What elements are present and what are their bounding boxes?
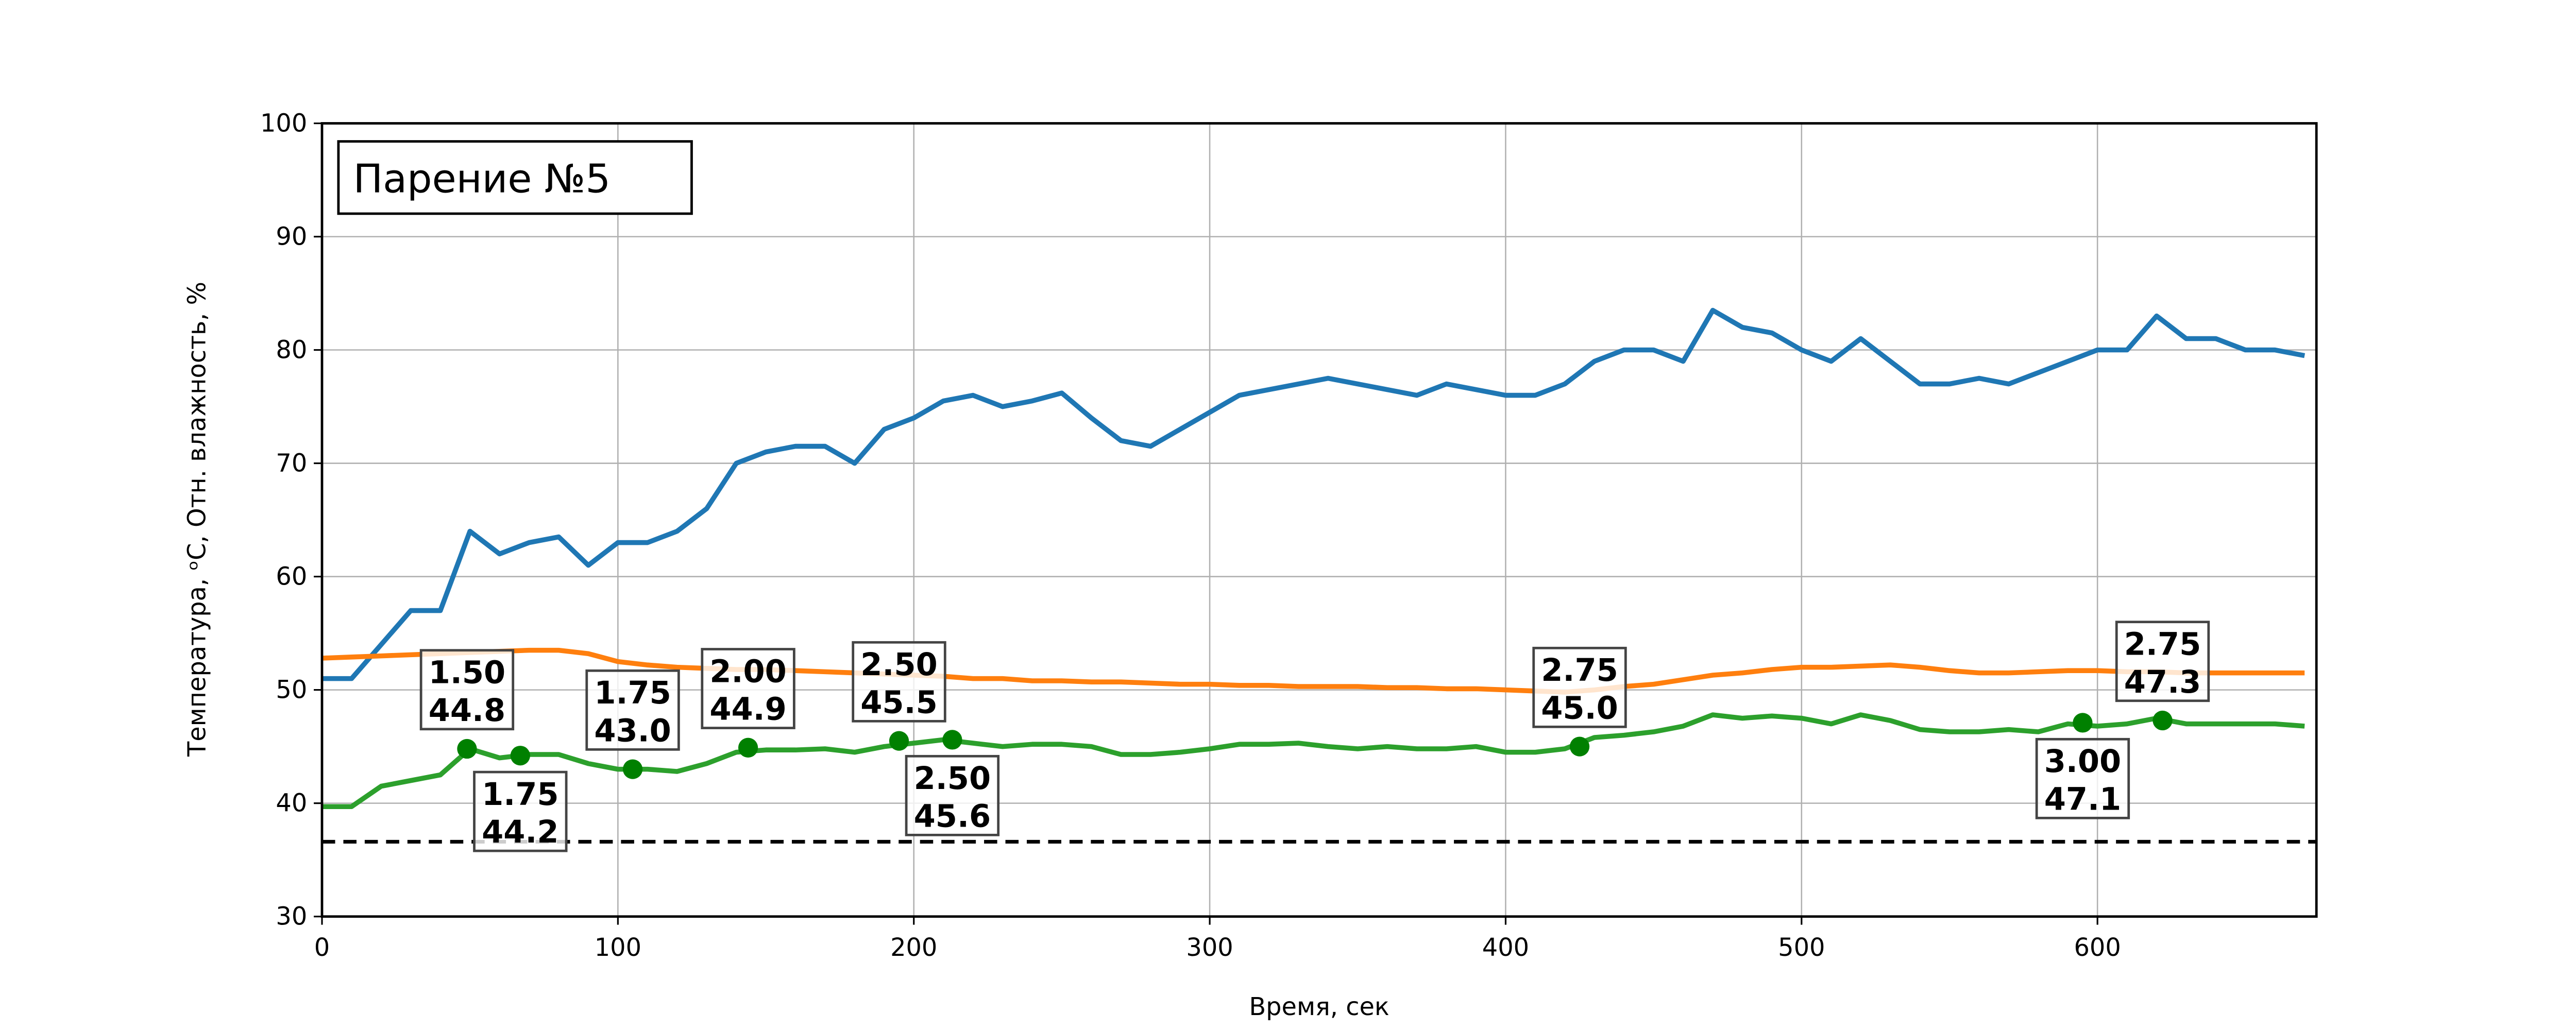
x-tick-label: 400	[1482, 934, 1529, 962]
annotation-box	[905, 754, 1000, 836]
y-tick-label: 90	[276, 222, 307, 251]
x-axis-label: Время, сек	[1249, 993, 1389, 1021]
annotation-value: 45.5	[860, 684, 937, 720]
annotation-box	[1532, 646, 1627, 728]
annotation-box	[419, 649, 515, 731]
marker	[1569, 736, 1590, 757]
y-tick-label: 30	[276, 903, 307, 931]
title-box	[337, 140, 693, 215]
x-tick-label: 0	[314, 934, 330, 962]
annotation-box	[701, 648, 795, 729]
x-tick-label: 600	[2074, 934, 2121, 962]
y-tick-label: 40	[276, 789, 307, 818]
y-tick-label: 60	[276, 563, 307, 591]
series-line	[322, 307, 2306, 681]
annotation-value: 44.8	[429, 693, 505, 729]
annotation-text: 2.50	[914, 761, 991, 797]
marker	[457, 739, 477, 759]
marker	[942, 730, 962, 750]
annotation-text: 2.75	[2124, 626, 2201, 662]
annotation-value: 45.0	[1541, 690, 1618, 726]
marker	[2073, 713, 2093, 733]
y-tick-label: 80	[276, 336, 307, 364]
annotation-text: 1.50	[429, 655, 505, 691]
y-tick-label: 100	[260, 109, 307, 138]
annotation-box	[2035, 737, 2130, 819]
y-tick-label: 50	[276, 676, 307, 705]
x-tick-label: 200	[890, 934, 937, 962]
annotation-text: 2.00	[709, 654, 786, 690]
annotation-box	[473, 770, 568, 852]
annotation-value: 45.6	[914, 798, 991, 834]
series-line	[322, 712, 2305, 810]
annotation-text: 1.75	[482, 777, 558, 813]
x-tick-label: 100	[595, 934, 641, 962]
marker	[2153, 710, 2173, 731]
series-line	[321, 647, 2305, 695]
annotation-value: 44.9	[709, 692, 786, 728]
annotation-text: 2.50	[860, 647, 937, 683]
annotation-value: 47.3	[2124, 664, 2201, 700]
annotation-value: 43.0	[594, 713, 671, 749]
annotation-box	[2115, 621, 2210, 702]
annotation-box	[852, 641, 946, 723]
chart-title: Парение №5	[353, 156, 611, 202]
marker	[738, 737, 758, 758]
annotation-value: 44.2	[482, 814, 558, 850]
marker	[510, 746, 530, 766]
annotation-value: 47.1	[2044, 781, 2121, 817]
y-axis-label: Температура, ᵒC, Отн. влажность, %	[183, 282, 212, 757]
marker	[622, 759, 643, 779]
x-tick-label: 500	[1778, 934, 1825, 962]
annotation-text: 1.75	[594, 675, 671, 711]
marker	[889, 731, 909, 751]
annotation-text: 2.75	[1541, 653, 1618, 689]
y-tick-label: 70	[276, 449, 307, 477]
x-tick-label: 300	[1186, 934, 1233, 962]
annotation-text: 3.00	[2044, 744, 2121, 780]
plot-frame	[320, 122, 2318, 918]
annotation-box	[585, 669, 680, 751]
